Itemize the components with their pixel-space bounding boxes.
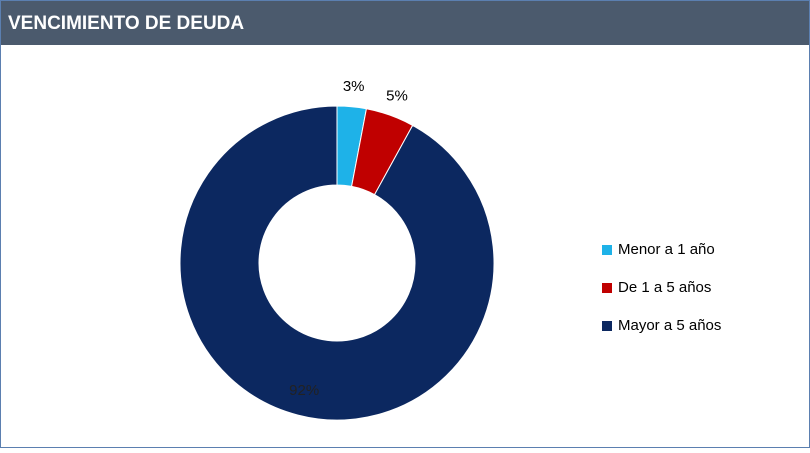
header bbox=[1, 1, 809, 45]
legend-swatch bbox=[602, 321, 612, 331]
chart-title: VENCIMIENTO DE DEUDA bbox=[8, 13, 244, 34]
slice bbox=[179, 105, 495, 421]
data-label: 5% bbox=[386, 87, 408, 104]
data-label: 92% bbox=[289, 382, 319, 399]
legend-swatch bbox=[602, 245, 612, 255]
legend-swatch bbox=[602, 283, 612, 293]
data-label: 3% bbox=[343, 78, 365, 95]
legend-label: Menor a 1 año bbox=[618, 241, 715, 258]
legend-label: Mayor a 5 años bbox=[618, 317, 721, 334]
legend-label: De 1 a 5 años bbox=[618, 279, 711, 296]
